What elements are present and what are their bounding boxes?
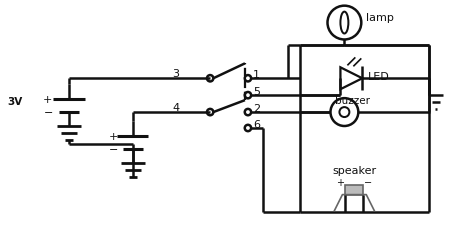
Text: −: − [109, 144, 118, 154]
Text: +: + [43, 95, 53, 105]
Text: −: − [364, 177, 373, 187]
Text: 1: 1 [253, 70, 260, 80]
Text: 6: 6 [253, 120, 260, 130]
Text: 2: 2 [253, 104, 260, 114]
Text: LED: LED [368, 72, 390, 82]
Text: speaker: speaker [332, 165, 376, 175]
Text: 3V: 3V [7, 97, 23, 107]
Text: buzzer: buzzer [336, 96, 371, 106]
Text: lamp: lamp [366, 12, 394, 22]
Bar [346, 185, 363, 195]
Text: 4: 4 [173, 103, 180, 113]
Text: −: − [44, 108, 54, 118]
Text: +: + [109, 132, 118, 141]
Text: 3: 3 [173, 69, 179, 79]
Text: 5: 5 [253, 87, 260, 97]
Text: +: + [337, 177, 345, 187]
